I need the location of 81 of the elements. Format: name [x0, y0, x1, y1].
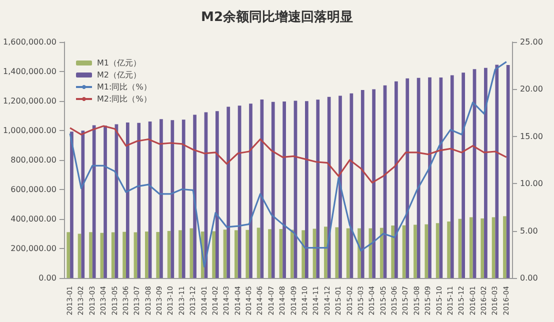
bar [178, 230, 182, 278]
y-tick-label: 1,600,000.00 [3, 38, 56, 46]
bar [360, 90, 364, 278]
bar [193, 114, 196, 278]
bar [70, 132, 74, 278]
y2-tick-label: 0.00 [520, 274, 538, 282]
bar [372, 89, 376, 278]
y-tick-label: 1,000,000.00 [3, 126, 56, 135]
bar [215, 111, 219, 278]
bar [394, 81, 398, 278]
y-tick-label: 0.00 [38, 274, 56, 282]
chart-title: M2余额同比增速回落明显 [201, 9, 353, 25]
bar [428, 77, 432, 278]
y-tick-label: 200,000.00 [10, 244, 56, 253]
bar [358, 228, 361, 278]
legend-label: M2（亿元） [97, 70, 141, 80]
bar [290, 230, 294, 278]
bar [92, 125, 96, 278]
bar [495, 64, 499, 278]
bar [81, 130, 85, 278]
bar [100, 232, 104, 278]
bar [137, 122, 141, 278]
bar [66, 232, 70, 278]
bar [104, 126, 107, 278]
bar [212, 231, 216, 278]
y-tick-label: 800,000.00 [10, 156, 56, 164]
bar [246, 230, 250, 278]
bar [145, 232, 148, 278]
bar [335, 227, 339, 278]
bar [260, 100, 264, 278]
bar [469, 217, 473, 278]
y2-tick-label: 25.00 [520, 38, 543, 46]
bar [436, 223, 440, 278]
bar [249, 104, 252, 278]
bar [156, 232, 160, 278]
bar [406, 78, 410, 278]
bar [480, 218, 484, 278]
y2-tick-label: 5.00 [520, 226, 538, 236]
bar [126, 122, 130, 278]
bar [268, 229, 272, 278]
bar [492, 217, 496, 278]
line-series [69, 61, 508, 268]
bar [380, 228, 384, 278]
y-tick-label: 1,200,000.00 [3, 96, 56, 106]
bar [305, 101, 308, 278]
bar [346, 228, 350, 278]
bar [122, 232, 126, 278]
y2-tick-label: 10.00 [520, 179, 543, 188]
bar [462, 72, 466, 278]
y-tick-label: 400,000.00 [10, 214, 56, 224]
bar [391, 225, 395, 278]
bar [503, 216, 506, 278]
bar [324, 226, 328, 278]
bar [414, 224, 417, 278]
bar [316, 100, 320, 278]
bar [160, 119, 163, 278]
bar [170, 120, 174, 278]
bar [450, 75, 454, 278]
bar [424, 224, 428, 278]
line-series [69, 125, 508, 184]
bar [282, 101, 286, 278]
y-tick-label: 1,400,000.00 [3, 67, 56, 76]
bar [111, 232, 115, 278]
legend-label: M1（亿元） [97, 58, 141, 68]
bar [89, 232, 92, 278]
legend-label: M1:同比（%） [97, 82, 152, 92]
bar [302, 230, 305, 278]
bar [223, 230, 227, 278]
bar [338, 96, 342, 278]
bar [271, 102, 275, 278]
bar [234, 230, 238, 278]
legend-label: M2:同比（%） [97, 94, 152, 104]
y2-tick-label: 15.00 [520, 132, 543, 141]
bar [256, 228, 260, 278]
bar [447, 222, 450, 278]
y-tick-label: 600,000.00 [10, 185, 56, 194]
y2-tick-label: 20.00 [520, 84, 543, 94]
bar [182, 120, 186, 278]
bar [226, 106, 230, 278]
bar [484, 68, 488, 278]
bar [506, 65, 510, 278]
